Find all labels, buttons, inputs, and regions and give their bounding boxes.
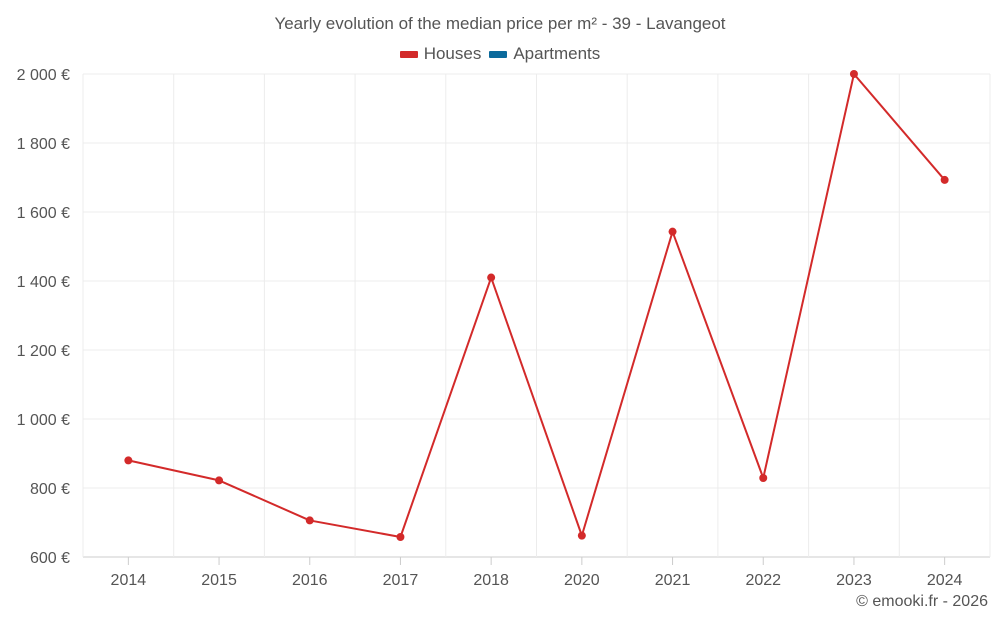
x-tick-label: 2024 [927, 572, 963, 589]
data-point-houses[interactable] [759, 473, 768, 482]
data-point-houses[interactable] [396, 532, 405, 541]
y-tick-label: 1 800 € [17, 136, 70, 153]
legend-item-houses[interactable]: Houses [399, 44, 482, 64]
legend-swatch-apartments [489, 50, 508, 58]
x-tick-label: 2016 [292, 572, 328, 589]
y-tick-label: 1 200 € [17, 343, 70, 360]
legend-label-apartments: Apartments [513, 44, 601, 63]
data-point-houses[interactable] [577, 531, 586, 540]
series-line-houses [128, 73, 946, 538]
y-tick-label: 1 000 € [17, 412, 70, 429]
y-tick-label: 800 € [30, 481, 70, 498]
data-point-houses[interactable] [849, 70, 858, 78]
x-tick-label: 2018 [473, 572, 509, 589]
y-tick-label: 1 600 € [17, 205, 70, 222]
chart-title: Yearly evolution of the median price per… [274, 14, 726, 33]
legend: Houses Apartments [0, 44, 1000, 64]
x-tick-label: 2020 [564, 572, 600, 589]
y-tick-label: 2 000 € [17, 67, 70, 84]
x-tick-label: 2023 [836, 572, 872, 589]
x-tick-label: 2021 [655, 572, 691, 589]
data-point-houses[interactable] [668, 227, 677, 236]
x-tick-label: 2022 [745, 572, 781, 589]
x-tick-label: 2015 [201, 572, 237, 589]
legend-swatch-houses [399, 50, 418, 58]
data-point-houses[interactable] [124, 456, 133, 465]
credits[interactable]: © emooki.fr - 2026 [856, 593, 988, 610]
data-point-houses[interactable] [215, 476, 224, 485]
x-tick-label: 2014 [111, 572, 147, 589]
y-tick-label: 1 400 € [17, 274, 70, 291]
data-point-houses[interactable] [487, 273, 496, 282]
legend-item-apartments[interactable]: Apartments [489, 44, 600, 64]
data-point-houses[interactable] [940, 175, 949, 184]
x-tick-label: 2017 [383, 572, 419, 589]
legend-label-houses: Houses [423, 44, 482, 63]
data-point-houses[interactable] [305, 516, 314, 525]
y-tick-label: 600 € [30, 550, 70, 567]
